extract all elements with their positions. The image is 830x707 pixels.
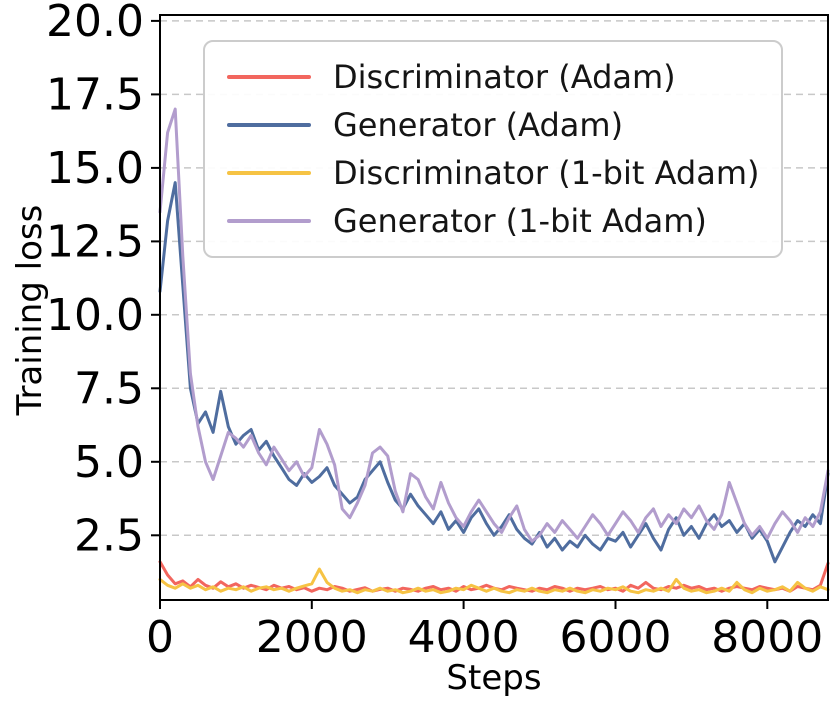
legend-label: Generator (Adam): [333, 106, 624, 144]
series-line-2: [158, 567, 830, 595]
x-tick-label: 2000: [256, 612, 368, 663]
legend-line-swatch: [227, 123, 311, 127]
legend-item: Generator (1-bit Adam): [227, 202, 759, 240]
legend: Discriminator (Adam) Generator (Adam) Di…: [203, 40, 784, 258]
series-line-3: [158, 107, 830, 543]
legend-line-swatch: [227, 219, 311, 223]
plot-border: [159, 14, 829, 601]
y-axis-label: Training loss: [10, 204, 50, 416]
legend-label: Discriminator (Adam): [333, 58, 676, 96]
legend-item: Discriminator (Adam): [227, 58, 759, 96]
y-tick-label: 17.5: [46, 69, 144, 120]
x-tick-label: 8000: [711, 612, 823, 663]
legend-line-swatch: [227, 171, 311, 175]
y-tick-label: 2.5: [74, 510, 144, 561]
y-tick-label: 20.0: [46, 0, 144, 47]
legend-label: Discriminator (1-bit Adam): [333, 154, 760, 192]
x-tick-label: 6000: [560, 612, 672, 663]
legend-item: Discriminator (1-bit Adam): [227, 154, 759, 192]
y-tick-label: 7.5: [74, 363, 144, 414]
y-tick-label: 15.0: [46, 143, 144, 194]
x-tick-label: 4000: [408, 612, 520, 663]
x-axis-label: Steps: [446, 658, 542, 698]
y-tick-label: 12.5: [46, 216, 144, 267]
legend-label: Generator (1-bit Adam): [333, 202, 707, 240]
y-tick-label: 10.0: [46, 290, 144, 341]
x-tick-label: 0: [146, 612, 174, 663]
legend-line-swatch: [227, 75, 311, 79]
y-tick-label: 5.0: [74, 437, 144, 488]
legend-item: Generator (Adam): [227, 106, 759, 144]
